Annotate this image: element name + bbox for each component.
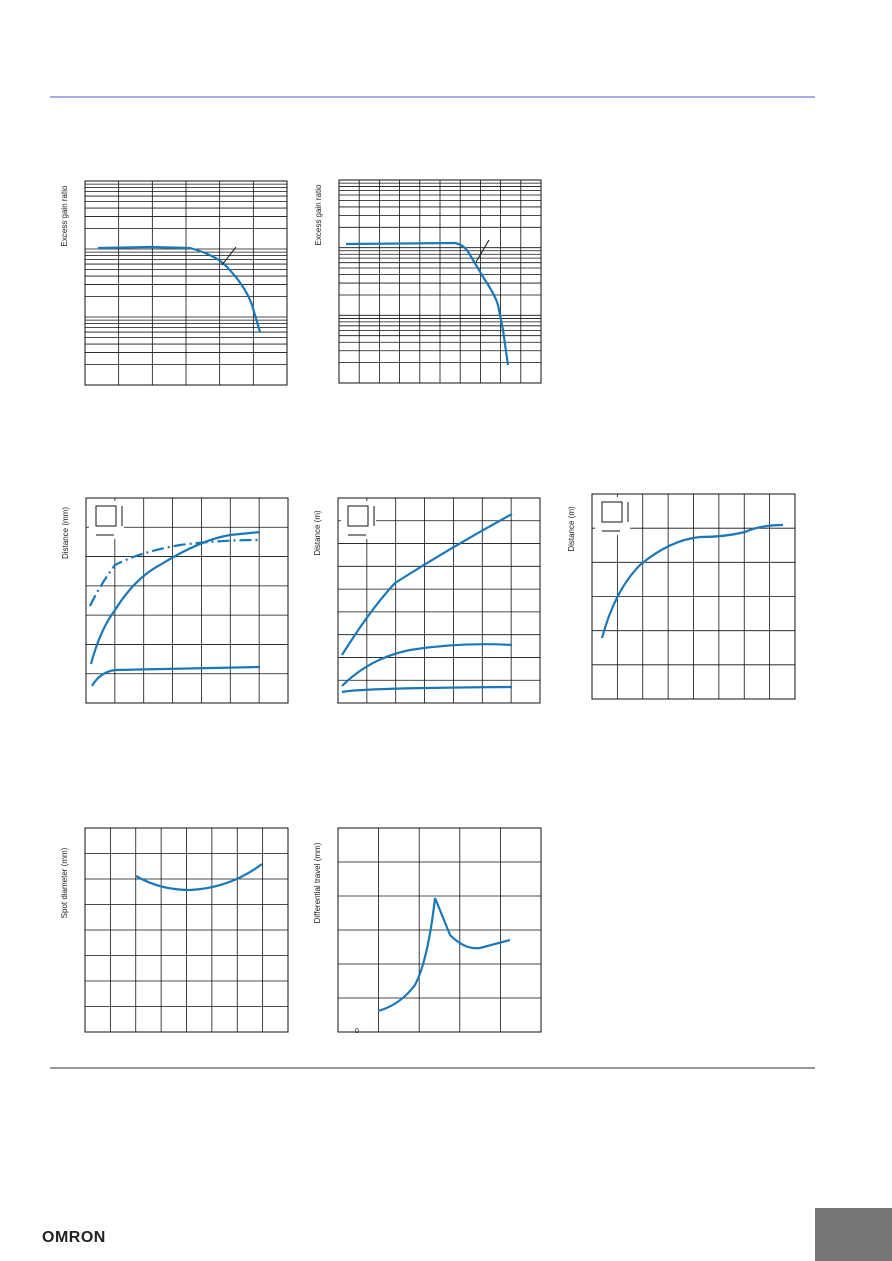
curve (600, 523, 784, 639)
chart: Distance (m) (567, 493, 796, 700)
legend-blank (341, 501, 376, 539)
y-axis-label: Excess gain ratio (314, 184, 323, 245)
curve (341, 685, 513, 694)
curve (135, 863, 263, 892)
curve (97, 245, 262, 333)
plot-frame (84, 827, 289, 1033)
plot-frame (85, 497, 289, 704)
y-axis-label: Spot diameter (mm) (60, 847, 69, 918)
chart: Distance (mm) (61, 497, 289, 704)
curve (377, 897, 511, 1013)
y-axis-label: Differential travel (mm) (313, 842, 322, 923)
origin-label: 0 (355, 1028, 359, 1035)
chart: Spot diameter (mm) (60, 827, 289, 1033)
curve (89, 538, 259, 607)
target-symbol (601, 501, 623, 523)
curve (341, 513, 513, 656)
y-axis-label: Excess gain ratio (60, 185, 69, 246)
y-axis-label: Distance (m) (313, 510, 322, 556)
target-symbol (95, 505, 117, 527)
legend-blank (89, 501, 124, 539)
leader (475, 239, 490, 263)
charts: Excess gain ratio Excess gain ratio Distan… (60, 179, 796, 1035)
plot-frame (337, 827, 542, 1033)
chart: Distance (m) (313, 497, 541, 704)
y-axis-label: Distance (m) (567, 506, 576, 552)
page-tab (815, 1208, 892, 1261)
chart: Excess gain ratio (314, 179, 542, 384)
y-axis-label: Distance (mm) (61, 507, 70, 559)
plot-frame (337, 497, 541, 704)
legend-blank (595, 497, 630, 535)
curve (91, 665, 261, 687)
curve (345, 241, 510, 366)
chart: Differential travel (mm) (313, 827, 542, 1033)
plot-frame (338, 179, 542, 384)
logo: OMRON (42, 1229, 106, 1246)
chart: Excess gain ratio (60, 180, 288, 386)
curve (341, 643, 513, 687)
plot-frame (591, 493, 796, 700)
leader (221, 246, 237, 266)
plot-frame (84, 180, 288, 386)
target-symbol (347, 505, 369, 527)
